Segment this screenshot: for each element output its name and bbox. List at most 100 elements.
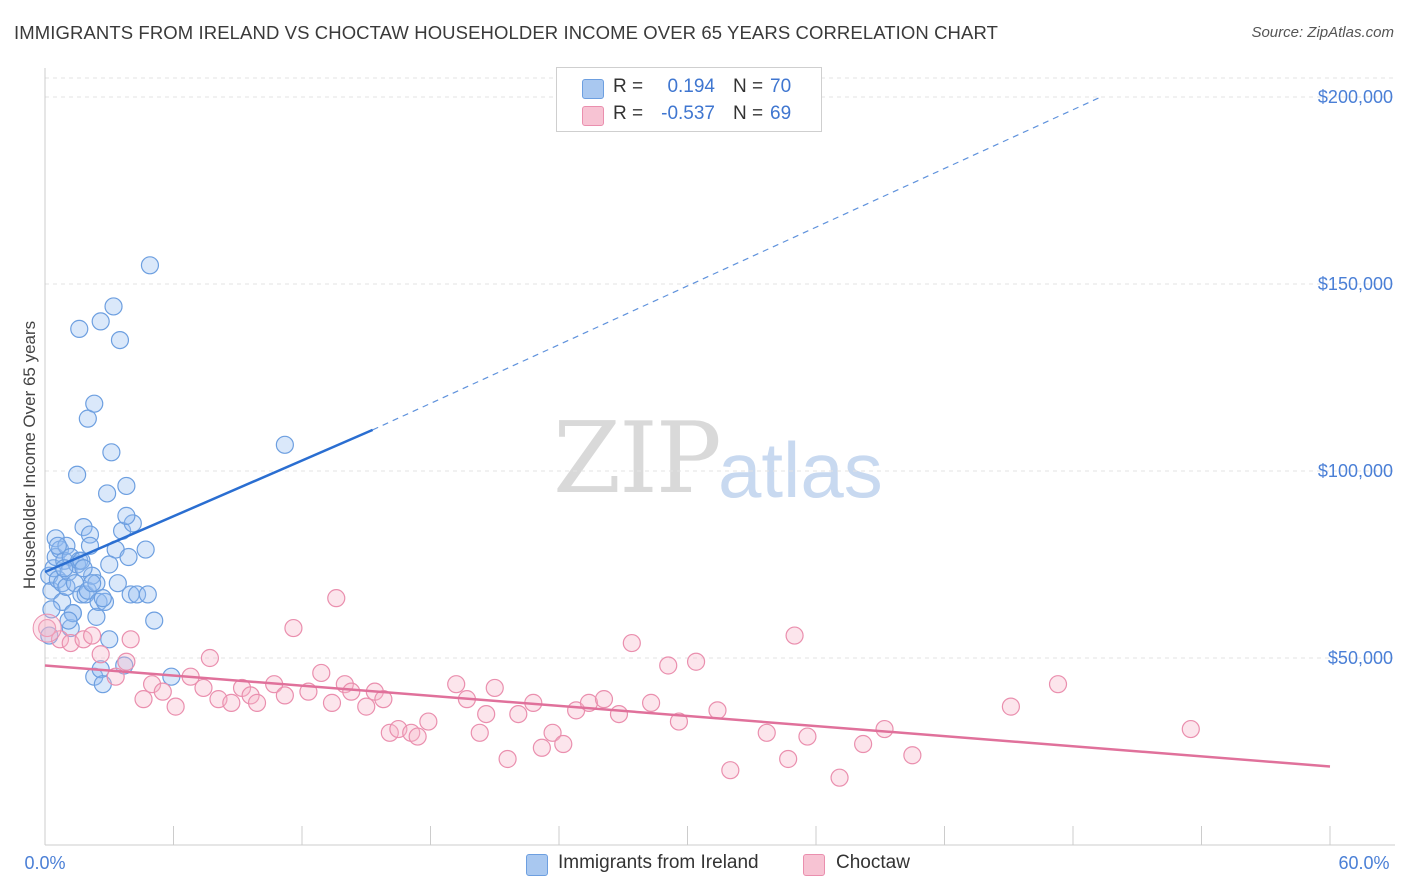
data-point-choctaw [374,690,393,709]
data-point-choctaw [470,723,489,742]
data-point-ireland [87,574,106,593]
data-point-choctaw [1048,675,1068,694]
data-point-choctaw [594,690,614,709]
data-point-ireland [46,529,65,548]
data-point-ireland [140,256,160,275]
y-tick-label: $100,000 [1318,461,1393,481]
grid-lines [45,77,1395,659]
data-point-choctaw [798,727,817,746]
data-point-choctaw [641,693,661,712]
data-point-choctaw [134,690,153,709]
data-point-ireland [40,626,59,645]
data-point-ireland [48,536,67,555]
data-point-choctaw [779,749,798,769]
data-point-choctaw [875,719,894,739]
data-point-choctaw [91,645,110,664]
x-tick-label: 60.0% [1338,853,1389,873]
legend-swatch-ireland [582,79,604,99]
data-point-choctaw-large [32,613,62,643]
tick-labels: $50,000 $100,000 $150,000 $200,000 0.0% 60.0% [24,87,1393,873]
trend-line-ireland [44,428,374,574]
data-point-choctaw [757,723,776,742]
data-point-ireland [93,589,112,608]
data-point-ireland [127,585,147,604]
data-point-ireland [119,547,138,567]
chart-title: IMMIGRANTS FROM IRELAND VS CHOCTAW HOUSE… [14,22,998,43]
data-point-choctaw [485,678,504,698]
data-point-choctaw [83,626,102,645]
data-point-ireland [70,319,89,338]
data-point-ireland [98,484,117,503]
data-point-choctaw [200,648,220,668]
legend-r-value: -0.537 [661,103,715,124]
data-point-choctaw [554,734,573,754]
data-point-ireland [100,630,119,649]
legend-n-value: 70 [770,76,792,97]
data-point-ireland [110,331,130,350]
data-point-choctaw [241,686,260,705]
legend-n-label: N = [733,76,764,97]
y-tick-label: $200,000 [1318,87,1393,107]
data-point-ireland [104,297,123,316]
data-point-choctaw [166,697,185,716]
data-point-choctaw [117,652,136,671]
watermark-atlas: atlas [718,426,883,514]
data-point-choctaw [327,589,346,608]
series-legend: Immigrants from Ireland Choctaw [0,852,1406,878]
data-point-choctaw [247,693,267,712]
data-point-ireland [117,506,136,525]
trend-lines [44,96,1331,768]
data-point-choctaw [1001,697,1020,716]
data-point-ireland [87,607,106,626]
data-point-choctaw [686,652,706,671]
legend-label-ireland: Immigrants from Ireland [558,852,759,873]
data-point-choctaw [322,693,342,712]
data-point-choctaw [342,682,361,701]
data-point-choctaw [194,678,213,698]
data-point-ireland [74,517,93,537]
data-point-choctaw [38,618,57,638]
data-point-ireland [68,465,87,484]
data-point-choctaw [477,704,496,724]
data-point-choctaw [854,734,873,754]
data-point-choctaw [447,675,466,694]
legend-r-value: 0.194 [667,76,715,97]
data-point-ireland [136,540,155,559]
data-point-choctaw [50,630,70,649]
data-point-ireland [42,581,61,600]
data-point-ireland [91,312,110,331]
data-point-ireland [61,618,80,638]
y-tick-label: $150,000 [1318,274,1393,294]
data-point-choctaw [222,693,241,712]
data-point-choctaw [509,704,528,724]
correlation-legend: R = 0.194 N = 70 R = -0.537 N = 69 [556,67,822,132]
data-point-choctaw [708,701,727,720]
y-tick-label: $50,000 [1328,648,1393,668]
data-point-choctaw [275,686,294,705]
data-point-choctaw [498,749,517,769]
data-point-ireland [100,555,119,574]
legend-r-label: R = [613,103,644,124]
series-immigrants-from-ireland [40,256,294,694]
data-point-ireland [102,443,121,462]
data-point-ireland [123,514,142,533]
data-point-ireland [83,574,102,593]
data-point-ireland [275,435,294,454]
data-point-ireland [138,585,157,604]
data-point-choctaw [284,618,303,638]
data-point-choctaw [1181,719,1200,739]
data-point-choctaw [419,712,438,731]
data-point-choctaw [408,727,427,746]
data-point-choctaw [543,723,562,742]
data-point-ireland [108,574,127,593]
data-point-choctaw [659,656,678,675]
data-point-choctaw [312,663,331,683]
data-point-choctaw [669,712,689,731]
data-point-ireland [117,476,136,496]
data-point-choctaw [622,633,641,653]
legend-label-choctaw: Choctaw [836,852,910,873]
data-point-ireland [145,611,164,630]
legend-swatch-ireland [526,854,548,876]
legend-r-label: R = [613,76,644,97]
legend-swatch-choctaw [582,106,604,126]
